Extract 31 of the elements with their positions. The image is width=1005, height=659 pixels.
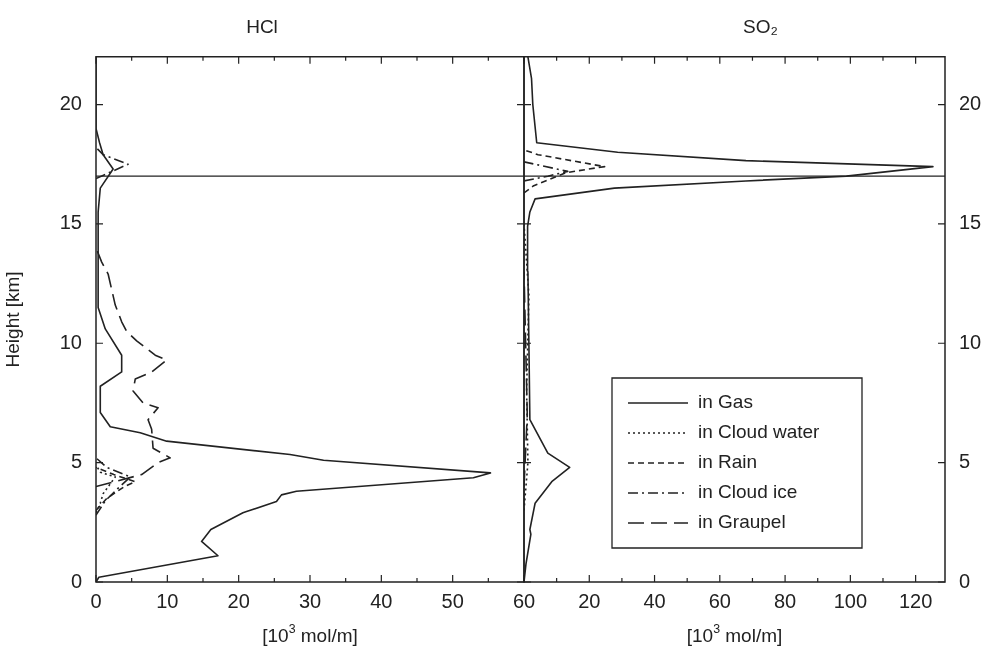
- legend-label: in Rain: [698, 451, 758, 473]
- y-tick-label: 0: [959, 569, 971, 592]
- y-tick-label: 10: [59, 330, 82, 353]
- x-tick-label: 20: [227, 589, 250, 612]
- y-tick-label: 15: [59, 211, 82, 234]
- chart-title: HCl: [246, 15, 278, 37]
- y-tick-label: 0: [70, 569, 82, 592]
- x-tick-label: 60: [512, 589, 536, 612]
- y-tick-label: 20: [59, 92, 82, 115]
- y-tick-label: 5: [959, 450, 971, 473]
- y-tick-label: 15: [959, 211, 982, 234]
- x-tick-label: 120: [898, 589, 933, 612]
- x-tick-label: 30: [298, 589, 322, 612]
- x-tick-label: 40: [370, 589, 393, 612]
- y-tick-label: 10: [959, 330, 982, 353]
- chart-title: SO₂: [743, 15, 778, 37]
- x-tick-label: 60: [708, 589, 731, 612]
- x-tick-label: 20: [578, 589, 601, 612]
- y-tick-label: 5: [70, 450, 82, 473]
- x-tick-label: 50: [441, 589, 464, 612]
- y-axis-title: Height [km]: [1, 271, 23, 368]
- x-tick-label: 80: [773, 589, 797, 612]
- x-tick-label: 0: [90, 589, 102, 612]
- legend-label: in Cloud water: [698, 421, 821, 443]
- legend-label: in Cloud ice: [698, 481, 798, 503]
- x-tick-label: 40: [643, 589, 666, 612]
- x-tick-label: 10: [156, 589, 179, 612]
- legend-label: in Gas: [698, 391, 753, 413]
- legend-label: in Graupel: [698, 511, 786, 533]
- y-tick-label: 20: [959, 92, 982, 115]
- x-tick-label: 100: [833, 589, 868, 612]
